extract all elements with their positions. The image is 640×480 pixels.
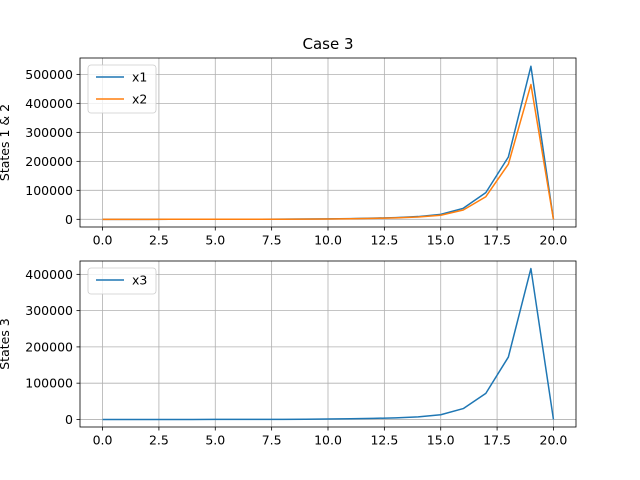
bottom-subplot: 0.0 2.5 5.0 7.5 10.0 12.5 15.0 17.5 20.0 0 100000 2… xyxy=(0,260,577,448)
legend-box xyxy=(87,267,157,295)
x-tick-label: 20.0 xyxy=(540,433,568,448)
y-tick-label: 400000 xyxy=(25,267,73,282)
legend-label-x3: x3 xyxy=(132,273,147,288)
x-tick-label: 5.0 xyxy=(205,433,225,448)
y-tick-label: 300000 xyxy=(25,125,73,140)
x-tick-label: 5.0 xyxy=(205,233,225,248)
x-tick-label: 15.0 xyxy=(427,433,455,448)
x-tick-label: 0.0 xyxy=(93,233,113,248)
legend-label-x1: x1 xyxy=(132,70,147,85)
series-line-x2 xyxy=(102,83,555,221)
y-tick-label: 0 xyxy=(65,412,73,427)
x-tick-label: 2.5 xyxy=(149,433,169,448)
y-tick-label: 300000 xyxy=(25,303,73,318)
series-line-x3 xyxy=(102,267,555,421)
chart-title: Case 3 xyxy=(302,35,353,53)
y-tick-label: 400000 xyxy=(25,96,73,111)
x-tick-label: 10.0 xyxy=(314,433,342,448)
x-tick-label: 12.5 xyxy=(370,233,398,248)
legend: x3 xyxy=(87,267,157,295)
x-tick-label: 0.0 xyxy=(93,433,113,448)
x-tick-label: 15.0 xyxy=(427,233,455,248)
x-tick-label: 17.5 xyxy=(483,433,511,448)
legend-label-x2: x2 xyxy=(132,92,147,107)
top-subplot: 0.0 2.5 5.0 7.5 10.0 12.5 15.0 17.5 20.0 0 100000 2… xyxy=(0,35,577,248)
x-tick-label: 10.0 xyxy=(314,233,342,248)
x-tick-label: 12.5 xyxy=(370,433,398,448)
y-tick-label: 0 xyxy=(65,212,73,227)
x-tick-label: 20.0 xyxy=(540,233,568,248)
y-tick-label: 100000 xyxy=(25,183,73,198)
y-axis-label: States 3 xyxy=(0,318,12,370)
y-tick-label: 200000 xyxy=(25,154,73,169)
x-tick-label: 7.5 xyxy=(262,233,282,248)
x-tick-label: 2.5 xyxy=(149,233,169,248)
x-tick-label: 17.5 xyxy=(483,233,511,248)
x-tick-label: 7.5 xyxy=(262,433,282,448)
y-tick-label: 500000 xyxy=(25,67,73,82)
y-axis-label: States 1 & 2 xyxy=(0,104,12,181)
y-tick-label: 200000 xyxy=(25,339,73,354)
y-tick-label: 100000 xyxy=(25,376,73,391)
